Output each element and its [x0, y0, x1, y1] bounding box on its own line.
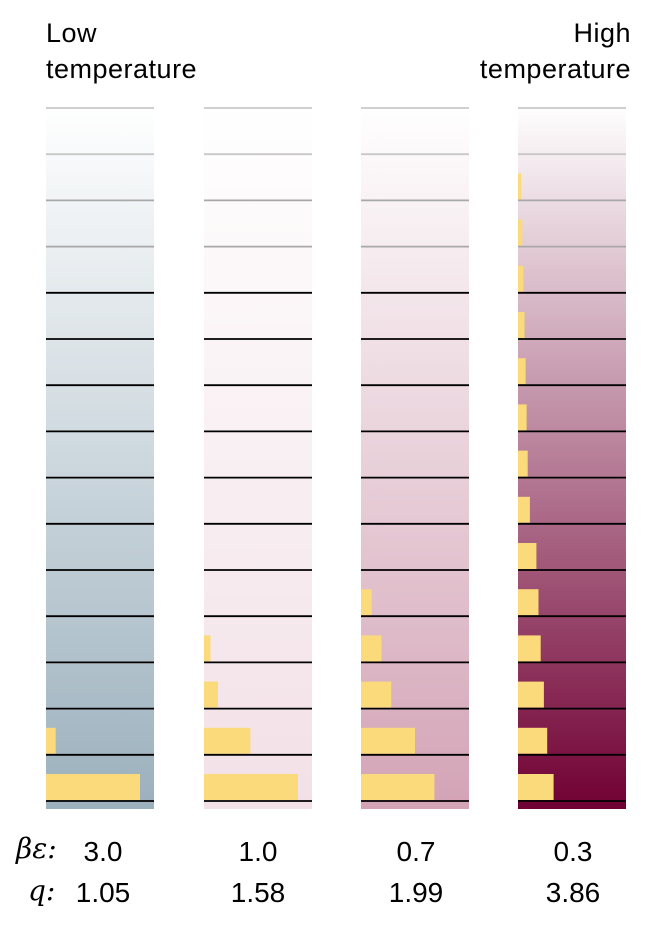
- population-bar: [518, 265, 524, 292]
- column-2: [204, 104, 312, 809]
- beta-epsilon-value-col1: 3.0: [83, 836, 123, 867]
- population-bar: [518, 589, 539, 616]
- population-bar: [518, 681, 544, 708]
- population-bar: [518, 727, 548, 754]
- beta-epsilon-value-col4: 0.3: [553, 836, 593, 867]
- high-label-line2: temperature: [479, 54, 631, 84]
- column-background: [204, 104, 312, 809]
- column-4: [518, 104, 626, 809]
- column-1: [46, 104, 154, 809]
- q-value-col2: 1.58: [230, 877, 286, 908]
- q-value-col3: 1.99: [388, 877, 444, 908]
- population-bar: [361, 681, 392, 708]
- population-bar: [204, 727, 251, 754]
- low-temperature-label: Low temperature: [46, 15, 197, 87]
- population-bar: [518, 496, 530, 523]
- population-bar: [518, 358, 526, 385]
- population-bar: [361, 589, 372, 616]
- population-bar: [361, 727, 415, 754]
- high-label-line1: High: [573, 18, 631, 48]
- population-bar: [204, 774, 298, 800]
- q-value-col4: 3.86: [545, 877, 601, 908]
- energy-level-diagram: [46, 104, 626, 809]
- population-bar: [46, 727, 56, 754]
- population-bar: [518, 543, 537, 569]
- population-bar: [518, 635, 541, 662]
- population-bar: [361, 635, 382, 662]
- low-label-line1: Low: [46, 18, 98, 48]
- beta-epsilon-value-col2: 1.0: [238, 836, 278, 867]
- population-bar: [518, 404, 527, 431]
- column-3: [361, 104, 469, 809]
- q-value-col1: 1.05: [75, 877, 131, 908]
- q-label: q:: [28, 874, 56, 907]
- low-label-line2: temperature: [46, 54, 198, 84]
- population-bar: [518, 219, 523, 246]
- column-background: [46, 104, 154, 809]
- population-bar: [518, 450, 528, 477]
- population-bar: [361, 774, 435, 800]
- high-temperature-label: High temperature: [480, 15, 631, 87]
- population-bar: [518, 312, 525, 338]
- beta-epsilon-value-col3: 0.7: [396, 836, 436, 867]
- population-bar: [204, 635, 211, 662]
- population-bar: [518, 173, 522, 200]
- population-bar: [46, 774, 140, 800]
- beta-epsilon-label: βε:: [16, 832, 57, 865]
- population-bar: [204, 681, 218, 708]
- population-bar: [518, 774, 554, 800]
